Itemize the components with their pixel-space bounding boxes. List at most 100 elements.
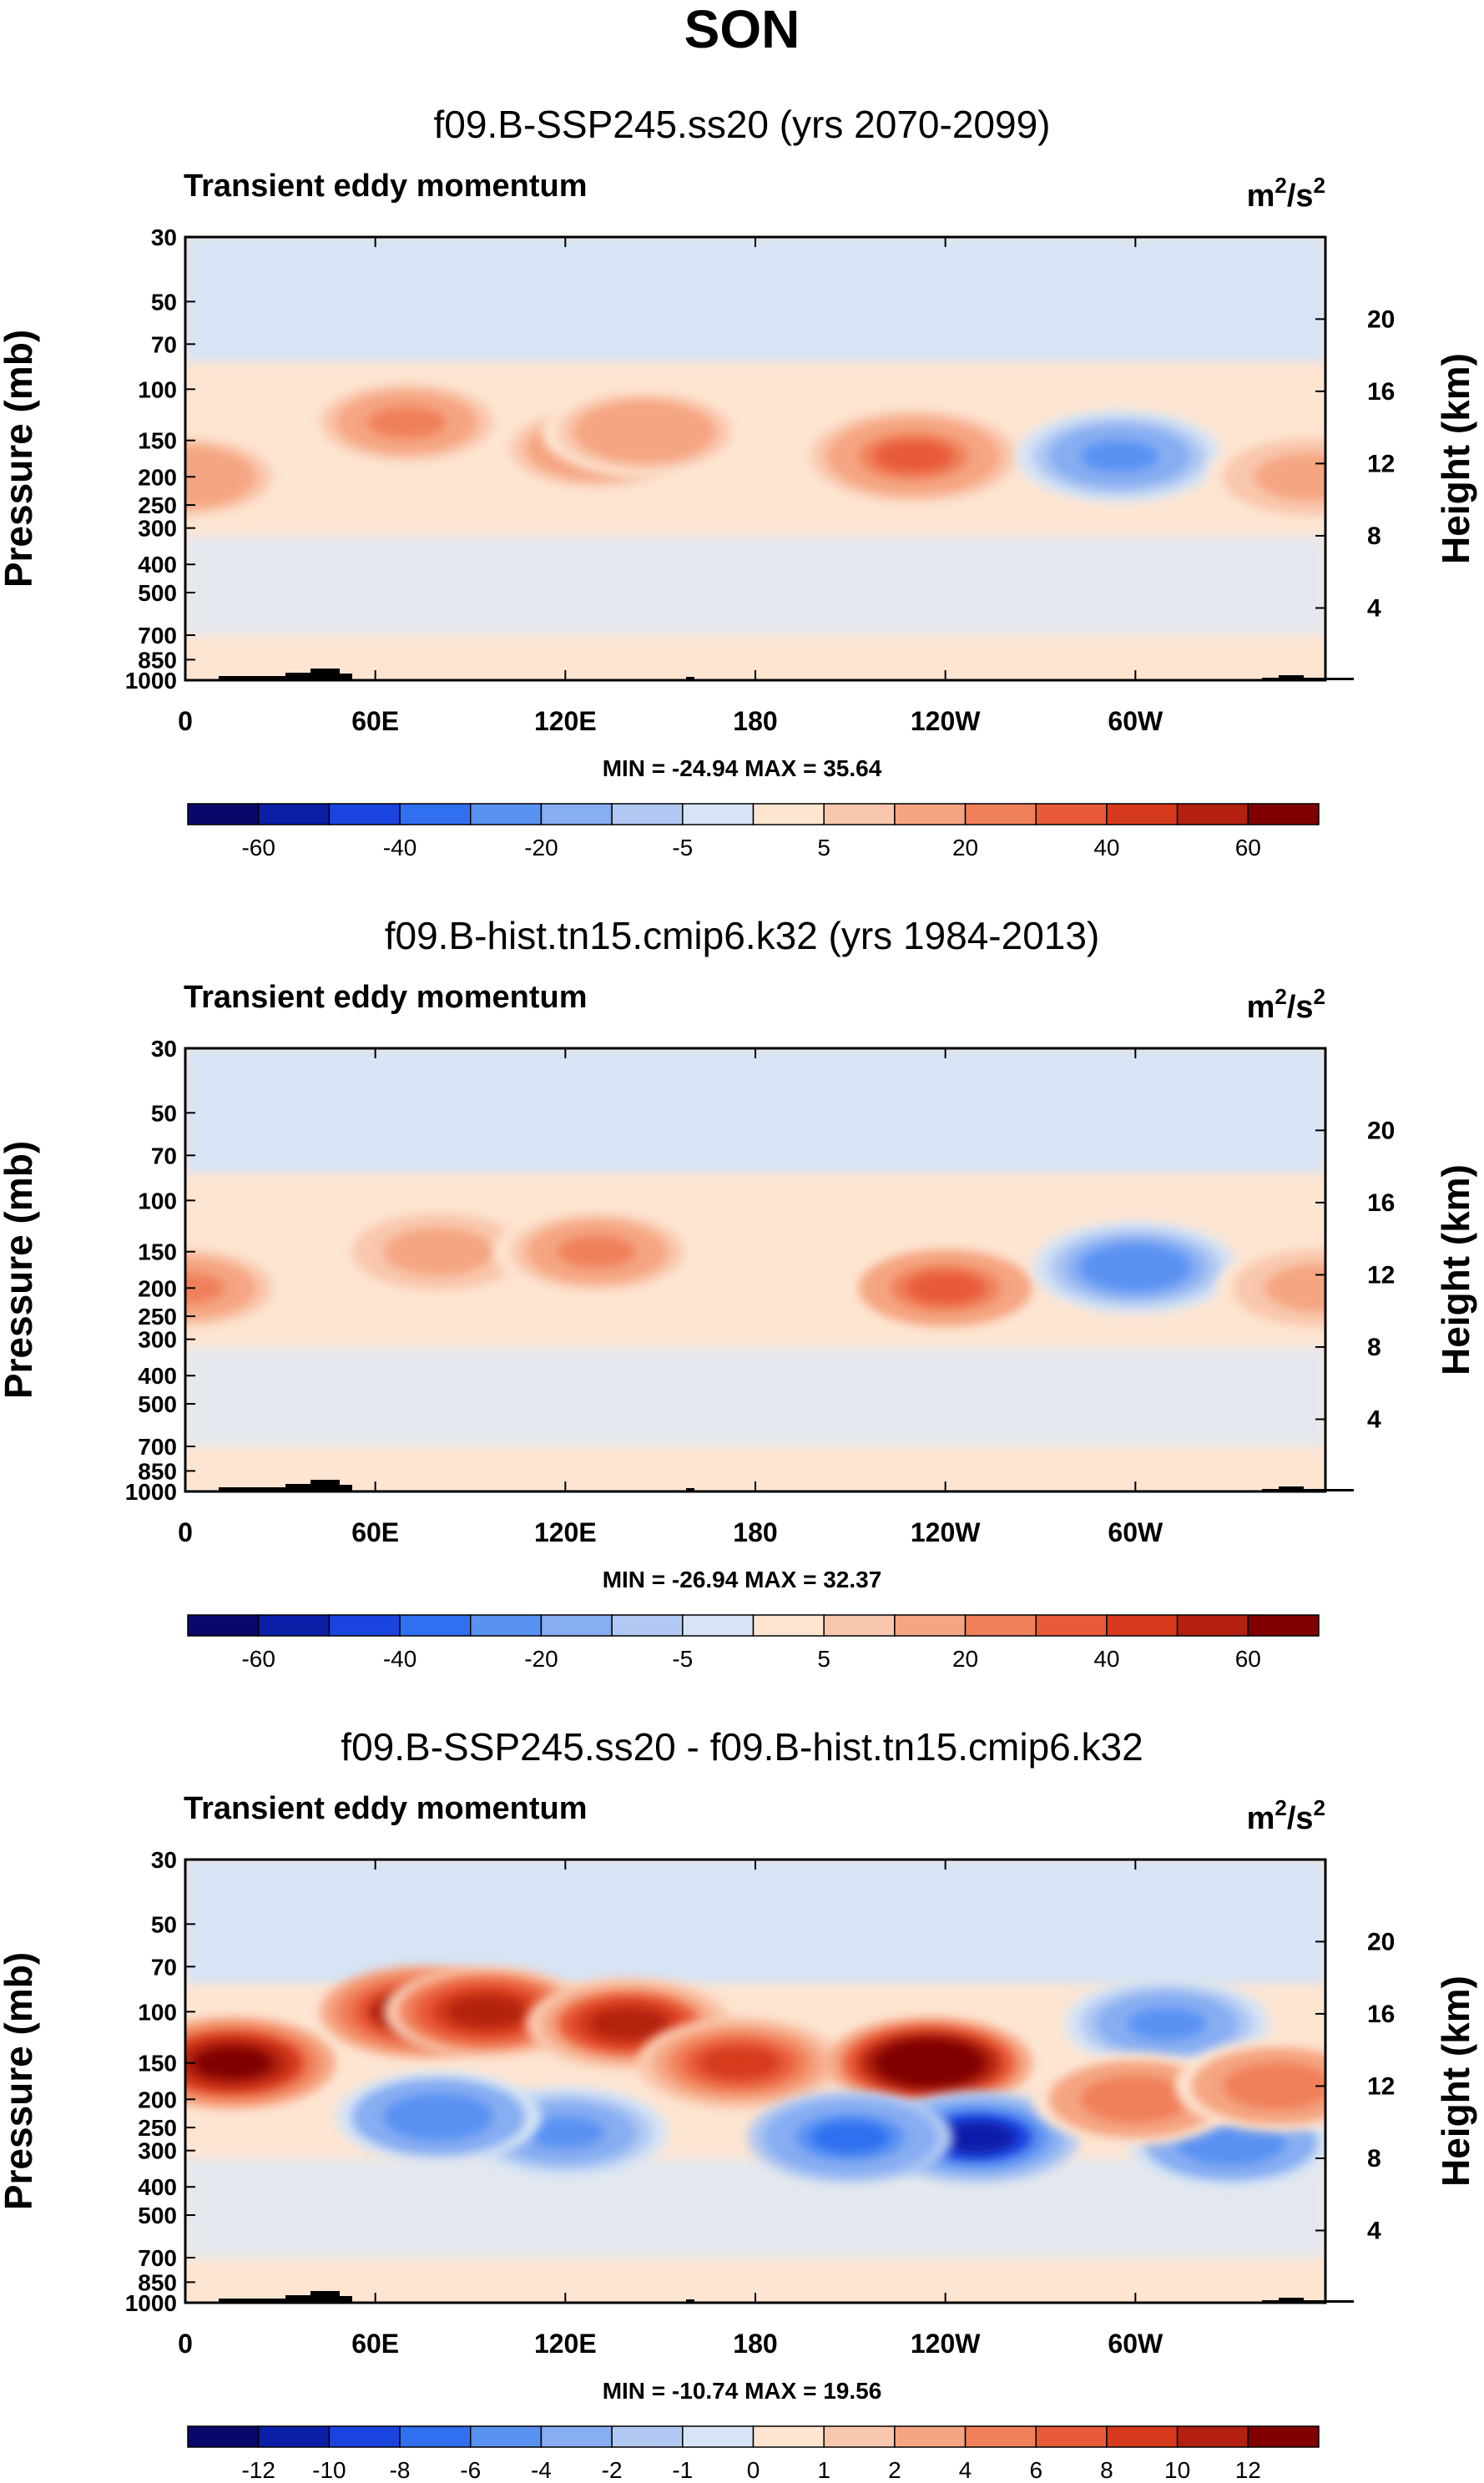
contour-blob [1096, 1251, 1175, 1284]
y-tick-label: 1000 [125, 1479, 177, 1505]
contour-blob [1096, 2083, 1175, 2116]
terrain-bar [310, 2291, 340, 2303]
y2-tick-label: 4 [1367, 2217, 1381, 2244]
contour-field [185, 237, 1325, 635]
colorbar-box [964, 803, 1037, 825]
colorbar-box [187, 1614, 260, 1637]
y-tick-label: 400 [138, 552, 177, 578]
contour-blob [1080, 440, 1159, 472]
lower-neutral-band [185, 1347, 1325, 1446]
colorbar-label: -5 [672, 835, 693, 860]
panel-title: f09.B-SSP245.ss20 (yrs 2070-2099) [434, 103, 1051, 146]
x-tick-label: 0 [178, 2329, 193, 2359]
contour-blob [558, 1235, 637, 1268]
colorbar-box [1035, 803, 1108, 825]
y-tick-label: 70 [151, 1143, 177, 1168]
y-tick-label: 50 [151, 1911, 177, 1937]
x-tick-label: 120W [911, 2329, 981, 2359]
colorbar-box [682, 803, 755, 825]
y-tick-label: 700 [138, 1434, 177, 1460]
x-tick-label: 120E [534, 1517, 597, 1547]
y2-tick-label: 8 [1367, 1334, 1381, 1361]
y-tick-label: 100 [138, 1999, 177, 2025]
y2-tick-label: 16 [1367, 2001, 1395, 2028]
colorbar-label: -60 [241, 835, 275, 860]
x-tick-label: 180 [733, 2329, 777, 2359]
colorbar-label: -2 [602, 2457, 623, 2483]
terrain-bar [686, 1488, 694, 1491]
colorbar-label: -8 [390, 2457, 411, 2483]
colorbar-label: 60 [1235, 835, 1261, 860]
colorbar-box [894, 803, 967, 825]
x-tick-label: 60E [351, 1517, 399, 1547]
contour-blob [185, 461, 225, 493]
colorbar-box [1176, 2425, 1249, 2448]
colorbar-label: -20 [524, 1646, 558, 1672]
panel-title: f09.B-hist.tn15.cmip6.k32 (yrs 1984-2013… [385, 914, 1100, 957]
y-tick-label: 200 [138, 2087, 177, 2112]
colorbar-label: 5 [817, 835, 830, 860]
y-tick-label: 400 [138, 1363, 177, 1389]
y-tick-label: 250 [138, 2115, 177, 2141]
y-tick-label: 700 [138, 2245, 177, 2271]
units-label: m2/s2 [1247, 173, 1325, 214]
panel-3: f09.B-SSP245.ss20 - f09.B-hist.tn15.cmip… [0, 1725, 1477, 2483]
colorbar-label: 2 [888, 2457, 901, 2483]
y-tick-label: 300 [138, 516, 177, 542]
colorbar-box [1176, 803, 1249, 825]
terrain-bar [340, 674, 352, 680]
contour-blob [399, 1235, 478, 1268]
y-axis-label: Pressure (mb) [0, 330, 40, 588]
y-tick-label: 150 [138, 428, 177, 454]
contour-blob [874, 440, 953, 472]
y2-tick-label: 20 [1367, 1117, 1395, 1144]
colorbar-box [1247, 1614, 1320, 1637]
contour-blob [1191, 2126, 1270, 2158]
colorbar-label: -1 [672, 2457, 693, 2483]
colorbar-box [611, 803, 684, 825]
colorbar-box [1176, 1614, 1249, 1637]
colorbar-label: -4 [531, 2457, 552, 2483]
colorbar-label: 1 [817, 2457, 830, 2483]
y-tick-label: 250 [138, 492, 177, 518]
y-axis-label: Pressure (mb) [0, 1141, 40, 1399]
y2-tick-label: 8 [1367, 2145, 1381, 2173]
colorbar-label: -40 [383, 1646, 416, 1672]
colorbar-label: -10 [312, 2457, 346, 2483]
contour-blob [937, 2121, 1017, 2153]
colorbar-box [752, 803, 825, 825]
min-max-stats: MIN = -10.74 MAX = 19.56 [603, 2378, 882, 2404]
colorbar-label: 5 [817, 1646, 830, 1672]
y2-axis-label: Height (km) [1434, 1164, 1477, 1375]
contour-field [185, 1048, 1325, 1446]
season-title: SON [684, 0, 800, 59]
y-tick-label: 300 [138, 2138, 177, 2164]
y2-tick-label: 8 [1367, 522, 1381, 550]
x-tick-label: 0 [178, 706, 193, 736]
y2-tick-label: 12 [1367, 2072, 1395, 2100]
y2-axis-label: Height (km) [1434, 353, 1477, 564]
colorbar-box [399, 1614, 472, 1637]
y-tick-label: 500 [138, 2203, 177, 2228]
y-tick-label: 500 [138, 580, 177, 606]
colorbar-box [682, 2425, 755, 2448]
y2-tick-label: 12 [1367, 450, 1395, 477]
contour-blob [810, 2121, 890, 2153]
terrain-bar [219, 1487, 285, 1491]
colorbar-box [964, 2425, 1037, 2448]
panel-subtitle: Transient eddy momentum [184, 169, 588, 204]
colorbar-label: -20 [524, 835, 558, 860]
colorbar-box [540, 2425, 613, 2448]
colorbar-box [1106, 1614, 1179, 1637]
y2-tick-label: 16 [1367, 378, 1395, 406]
terrain-bar [219, 2299, 285, 2303]
x-tick-label: 120E [534, 2329, 597, 2359]
contour-blob [1128, 2007, 1207, 2040]
x-tick-label: 120W [911, 706, 981, 736]
colorbar-label: 10 [1164, 2457, 1190, 2483]
colorbar-box [964, 1614, 1037, 1637]
colorbar-box [894, 2425, 967, 2448]
panel-title: f09.B-SSP245.ss20 - f09.B-hist.tn15.cmip… [341, 1725, 1143, 1769]
terrain-bar [310, 669, 340, 680]
terrain-bar [285, 673, 310, 680]
